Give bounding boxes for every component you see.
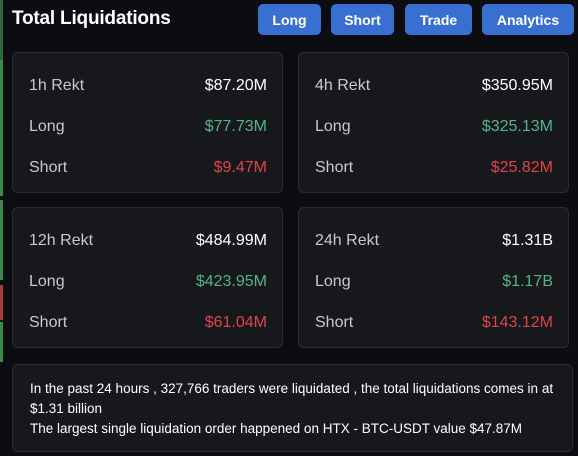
long-value: $1.17B <box>502 273 553 290</box>
short-label: Short <box>29 159 68 176</box>
edge-red-segment <box>0 285 3 320</box>
card-long-row: Long $77.73M <box>29 118 267 136</box>
short-button[interactable]: Short <box>331 4 394 35</box>
long-label: Long <box>315 118 351 135</box>
period-label: 1h Rekt <box>29 77 85 94</box>
card-long-row: Long $325.13M <box>315 118 553 136</box>
total-value: $484.99M <box>195 232 267 249</box>
card-short-row: Short $9.47M <box>29 159 267 177</box>
long-label: Long <box>315 273 351 290</box>
total-value: $87.20M <box>204 77 267 94</box>
short-value: $143.12M <box>481 314 553 331</box>
edge-green-segment <box>0 200 3 280</box>
short-label: Short <box>315 314 354 331</box>
long-label: Long <box>29 118 65 135</box>
total-value: $350.95M <box>481 77 553 94</box>
total-value: $1.31B <box>502 232 553 249</box>
liquidation-card-12h: 12h Rekt $484.99M Long $423.95M Short $6… <box>12 207 283 348</box>
long-value: $77.73M <box>204 118 267 135</box>
card-total-row: 4h Rekt $350.95M <box>315 77 553 95</box>
card-long-row: Long $423.95M <box>29 273 267 291</box>
summary-line-total: In the past 24 hours , 327,766 traders w… <box>30 381 554 416</box>
summary-line-largest-order: The largest single liquidation order hap… <box>30 421 523 436</box>
header: Total Liquidations Long Short Trade Anal… <box>12 0 578 40</box>
edge-green-segment <box>0 60 3 196</box>
page-title: Total Liquidations <box>12 8 171 29</box>
liquidation-summary: In the past 24 hours , 327,766 traders w… <box>12 364 573 452</box>
long-value: $325.13M <box>481 118 553 135</box>
card-short-row: Short $25.82M <box>315 159 553 177</box>
short-value: $9.47M <box>213 159 267 176</box>
period-label: 12h Rekt <box>29 232 94 249</box>
card-total-row: 1h Rekt $87.20M <box>29 77 267 95</box>
short-value: $25.82M <box>490 159 553 176</box>
card-long-row: Long $1.17B <box>315 273 553 291</box>
period-label: 4h Rekt <box>315 77 371 94</box>
edge-green-segment <box>0 0 3 60</box>
card-total-row: 12h Rekt $484.99M <box>29 232 267 250</box>
card-total-row: 24h Rekt $1.31B <box>315 232 553 250</box>
liquidation-card-24h: 24h Rekt $1.31B Long $1.17B Short $143.1… <box>298 207 569 348</box>
left-edge-strip <box>0 0 4 456</box>
analytics-button[interactable]: Analytics <box>482 4 574 35</box>
liquidation-card-4h: 4h Rekt $350.95M Long $325.13M Short $25… <box>298 52 569 193</box>
period-label: 24h Rekt <box>315 232 380 249</box>
long-value: $423.95M <box>195 273 267 290</box>
card-short-row: Short $143.12M <box>315 314 553 332</box>
short-label: Short <box>315 159 354 176</box>
long-button[interactable]: Long <box>258 4 321 35</box>
liquidation-card-1h: 1h Rekt $87.20M Long $77.73M Short $9.47… <box>12 52 283 193</box>
edge-green-segment <box>0 322 3 362</box>
card-short-row: Short $61.04M <box>29 314 267 332</box>
trade-button[interactable]: Trade <box>405 4 472 35</box>
short-label: Short <box>29 314 68 331</box>
long-label: Long <box>29 273 65 290</box>
short-value: $61.04M <box>204 314 267 331</box>
